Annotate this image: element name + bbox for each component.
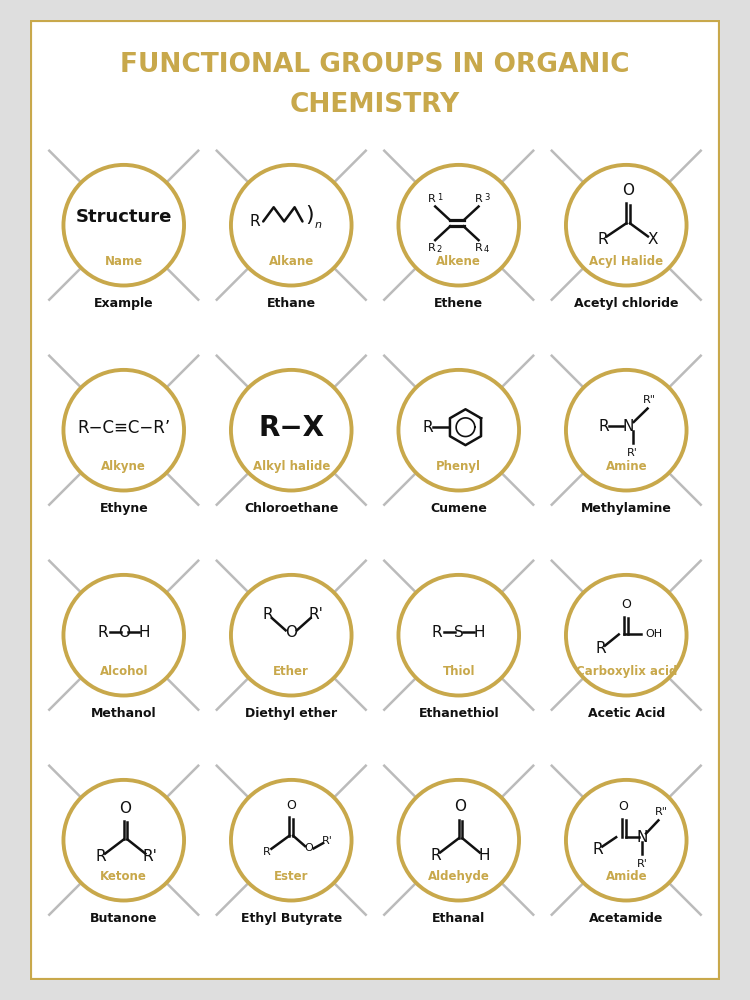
Text: Diethyl ether: Diethyl ether [245,707,338,720]
Text: R': R' [308,607,323,622]
Circle shape [231,575,352,696]
Text: Acyl Halide: Acyl Halide [590,255,663,268]
Text: CHEMISTRY: CHEMISTRY [290,92,460,118]
Text: O: O [619,800,628,813]
Text: O: O [454,799,466,814]
Text: H: H [139,625,150,640]
Text: R: R [599,419,610,434]
Circle shape [64,370,184,491]
Text: R": R" [655,807,668,817]
Text: Ester: Ester [274,870,308,883]
Text: Alkyne: Alkyne [101,460,146,473]
Text: O: O [118,625,130,640]
Text: OH: OH [645,629,662,639]
Circle shape [231,780,352,900]
Text: Phenyl: Phenyl [436,460,482,473]
Circle shape [398,165,519,286]
Text: R: R [475,194,482,204]
Circle shape [566,780,686,900]
Text: Acetic Acid: Acetic Acid [588,707,664,720]
Text: 3: 3 [484,193,489,202]
Text: R: R [262,607,274,622]
Circle shape [64,575,184,696]
Circle shape [566,165,686,286]
Text: Butanone: Butanone [90,912,158,925]
Text: Ketone: Ketone [100,870,147,883]
Text: R: R [432,625,442,640]
Text: R: R [250,214,260,229]
Text: O: O [622,183,634,198]
Text: Amine: Amine [605,460,647,473]
Text: Chloroethane: Chloroethane [244,502,338,515]
Text: R: R [98,625,109,640]
Circle shape [231,165,352,286]
Text: Alkyl halide: Alkyl halide [253,460,330,473]
Text: Aldehyde: Aldehyde [427,870,490,883]
Text: Example: Example [94,297,154,310]
Text: ): ) [305,205,314,225]
Text: R: R [427,194,435,204]
Text: 2: 2 [436,245,442,254]
Text: Amide: Amide [605,870,647,883]
Text: n: n [315,220,322,230]
Text: S: S [454,625,464,640]
Text: O: O [304,843,313,853]
Text: R−X: R−X [258,414,324,442]
Text: R': R' [627,448,638,458]
Text: X: X [647,232,658,247]
Text: R: R [95,849,106,864]
Text: Alkene: Alkene [436,255,482,268]
Text: R": R" [644,395,656,405]
Text: FUNCTIONAL GROUPS IN ORGANIC: FUNCTIONAL GROUPS IN ORGANIC [120,52,630,78]
Text: R−C≡C−R’: R−C≡C−R’ [77,419,170,437]
Text: R': R' [322,836,333,846]
Text: Carboxylix acid: Carboxylix acid [575,665,677,678]
Text: O: O [286,799,296,812]
Text: Methylamine: Methylamine [580,502,672,515]
Circle shape [566,575,686,696]
Text: Ethanethiol: Ethanethiol [419,707,499,720]
Text: R: R [427,243,435,253]
Text: Name: Name [105,255,142,268]
Text: O: O [119,801,131,816]
Text: O: O [621,598,632,611]
Text: N: N [622,419,634,434]
Text: R': R' [142,849,158,864]
Text: O: O [285,625,297,640]
Text: Acetyl chloride: Acetyl chloride [574,297,679,310]
Text: R: R [596,641,606,656]
Text: 1: 1 [436,193,442,202]
Text: N: N [637,830,648,845]
Text: R: R [430,848,441,863]
Text: R': R' [637,859,648,869]
Text: Methanol: Methanol [91,707,157,720]
Text: Ethanal: Ethanal [432,912,485,925]
Text: Ethene: Ethene [434,297,483,310]
Text: 4: 4 [484,245,489,254]
Text: R: R [423,420,433,435]
Text: H: H [478,848,490,863]
Text: Alkane: Alkane [268,255,314,268]
Circle shape [398,575,519,696]
Circle shape [398,780,519,900]
Text: Ethyl Butyrate: Ethyl Butyrate [241,912,342,925]
Text: Structure: Structure [76,208,172,226]
Text: Ethane: Ethane [267,297,316,310]
Text: Cumene: Cumene [430,502,488,515]
Text: H: H [473,625,485,640]
Circle shape [398,370,519,491]
Text: R: R [592,842,603,857]
Circle shape [64,780,184,900]
Text: R: R [263,847,271,857]
Circle shape [566,370,686,491]
Text: R: R [475,243,482,253]
Text: R: R [597,232,608,247]
Text: Ethyne: Ethyne [100,502,148,515]
Circle shape [64,165,184,286]
Text: Ether: Ether [273,665,309,678]
Text: Thiol: Thiol [442,665,475,678]
Text: Alcohol: Alcohol [100,665,148,678]
Circle shape [231,370,352,491]
Text: Acetamide: Acetamide [589,912,664,925]
